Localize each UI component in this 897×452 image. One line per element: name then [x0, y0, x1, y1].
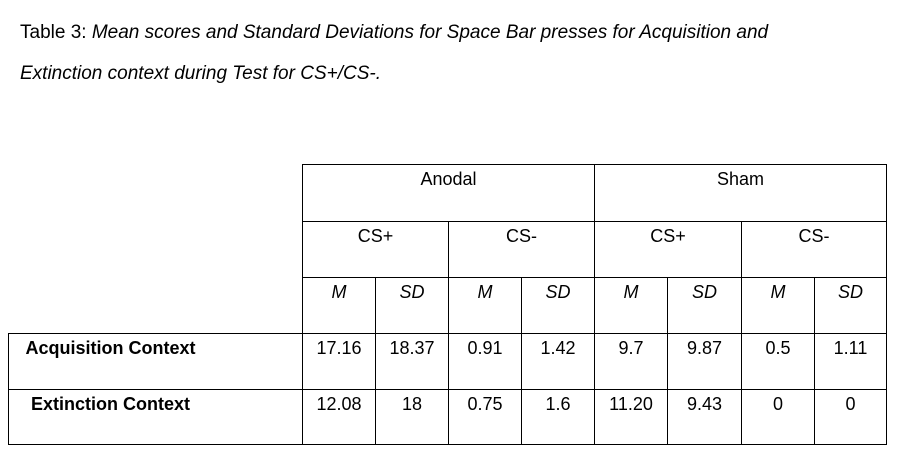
table-cell: 18.37 [375, 333, 448, 389]
table-cell: 12.08 [302, 389, 375, 445]
stat-header-mean: M [448, 277, 521, 333]
row-label-extinction: Extinction Context [8, 389, 302, 445]
table-cell: 0.91 [448, 333, 521, 389]
group-header-sham: Sham [594, 164, 887, 221]
table-cell: 0.75 [448, 389, 521, 445]
table-cell: 9.87 [667, 333, 741, 389]
caption-title-part-2: Extinction context during Test for CS+/C… [20, 63, 381, 84]
stat-header-sd: SD [375, 277, 448, 333]
table-cell: 11.20 [594, 389, 667, 445]
table-cell: 9.7 [594, 333, 667, 389]
caption-line-1: Table 3: Mean scores and Standard Deviat… [20, 12, 880, 53]
table-cell: 1.6 [521, 389, 594, 445]
caption-title-part-1: Mean scores and Standard Deviations for … [91, 22, 769, 43]
table-cell: 0.5 [741, 333, 814, 389]
row-label-acquisition: Acquisition Context [8, 333, 302, 389]
stat-header-mean: M [594, 277, 667, 333]
table-cell: 17.16 [302, 333, 375, 389]
table-caption: Table 3: Mean scores and Standard Deviat… [20, 12, 880, 94]
stat-header-mean: M [302, 277, 375, 333]
stat-header-mean: M [741, 277, 814, 333]
table-cell: 0 [814, 389, 887, 445]
table-cell: 1.42 [521, 333, 594, 389]
stimulus-header-anodal-csminus: CS- [448, 221, 594, 277]
stimulus-header-sham-csminus: CS- [741, 221, 887, 277]
table-cell: 0 [741, 389, 814, 445]
stat-header-sd: SD [667, 277, 741, 333]
stimulus-header-anodal-csplus: CS+ [302, 221, 448, 277]
stat-header-sd: SD [521, 277, 594, 333]
stimulus-header-sham-csplus: CS+ [594, 221, 741, 277]
caption-prefix: Table 3: [20, 22, 92, 43]
table-cell: 1.11 [814, 333, 887, 389]
table-cell: 18 [375, 389, 448, 445]
group-header-anodal: Anodal [302, 164, 594, 221]
table-cell: 9.43 [667, 389, 741, 445]
stat-header-sd: SD [814, 277, 887, 333]
